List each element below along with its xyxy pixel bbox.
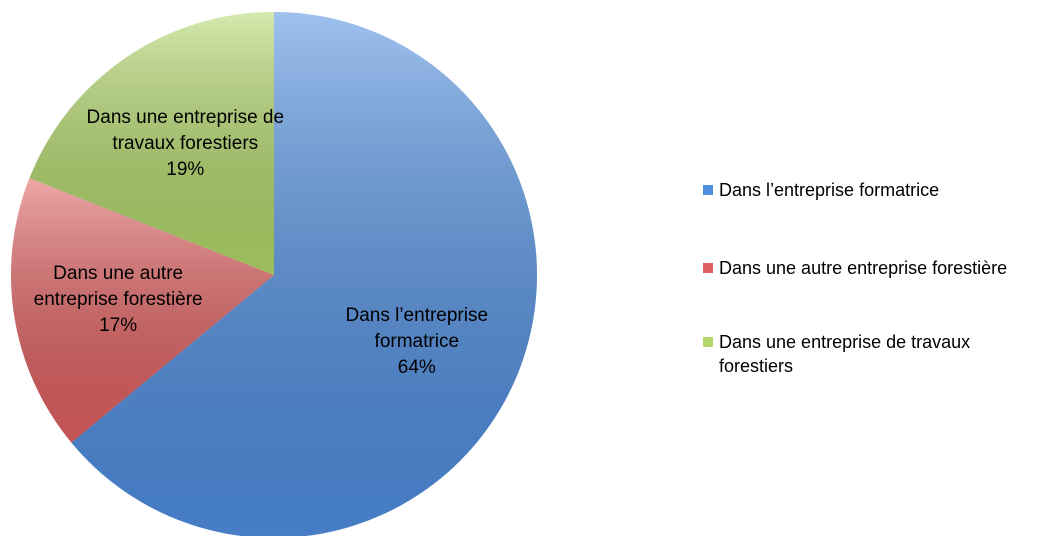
slice-value: 17%	[99, 314, 138, 336]
legend-item: Dans une entreprise de travaux forestier…	[703, 330, 1033, 378]
slice-value: 64%	[397, 357, 436, 379]
slice-label: Dans une entreprise de travaux forestier…	[80, 105, 290, 183]
legend-label: Dans une autre entreprise forestière	[719, 258, 1008, 278]
slice-category: Dans une entreprise de travaux forestier…	[86, 107, 285, 155]
legend-label: Dans l’entreprise formatrice	[719, 180, 940, 200]
legend-swatch	[703, 263, 713, 273]
legend-item: Dans une autre entreprise forestière	[703, 256, 1033, 280]
legend-label: Dans une entreprise de travaux forestier…	[719, 332, 971, 376]
slice-category: Dans l’entreprise formatrice	[345, 305, 489, 353]
slice-category: Dans une autre entreprise forestière	[33, 262, 203, 310]
legend-swatch	[703, 337, 713, 347]
slice-shine	[11, 178, 275, 443]
slice-label: Dans une autre entreprise forestière 17%	[13, 261, 223, 339]
legend-swatch	[703, 185, 713, 195]
slice-shine	[71, 12, 537, 536]
slice-shine	[29, 12, 275, 275]
slice-value: 19%	[166, 159, 205, 181]
slice-label: Dans l’entreprise formatrice 64%	[312, 303, 522, 381]
legend-item: Dans l’entreprise formatrice	[703, 178, 1033, 202]
